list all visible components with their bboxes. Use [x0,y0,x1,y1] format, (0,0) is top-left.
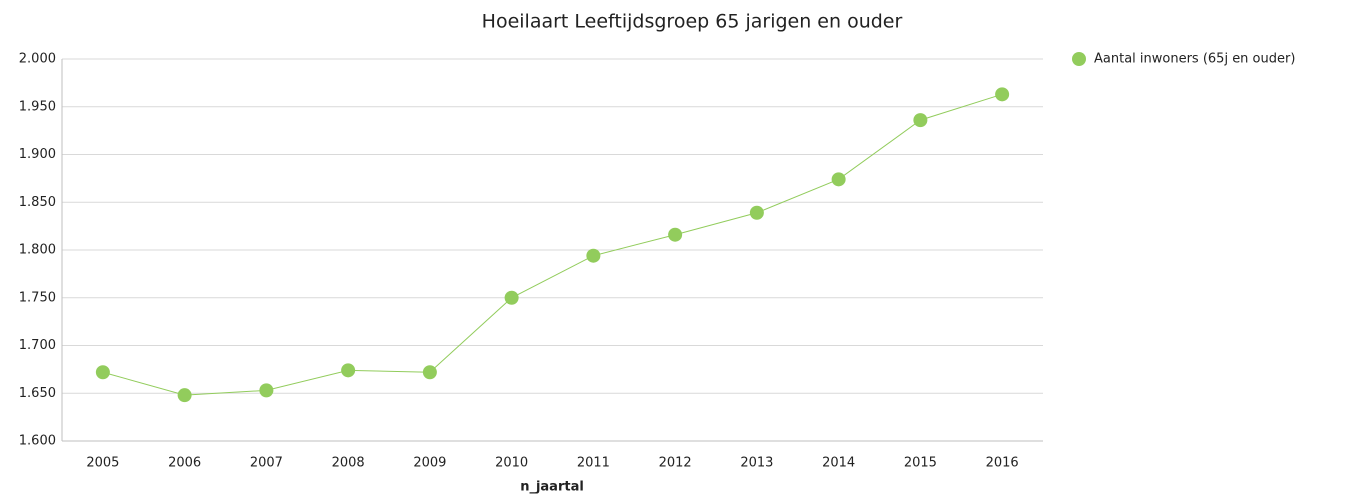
data-point [422,365,437,380]
y-tick-label: 1.850 [19,195,56,210]
data-point [831,172,846,187]
data-point [586,248,601,263]
x-tick-label: 2010 [495,456,528,471]
data-point [995,87,1010,102]
x-tick-label: 2014 [822,456,855,471]
y-tick-label: 1.750 [19,290,56,305]
x-tick-label: 2013 [740,456,773,471]
data-point [913,113,928,128]
x-tick-label: 2012 [659,456,692,471]
x-tick-label: 2011 [577,456,610,471]
x-tick-label: 2007 [250,456,283,471]
x-tick-label: 2006 [168,456,201,471]
x-tick-label: 2009 [413,456,446,471]
y-tick-label: 2.000 [19,52,56,67]
y-tick-label: 1.950 [19,99,56,114]
y-tick-label: 1.700 [19,338,56,353]
data-point [749,205,764,220]
legend-label: Aantal inwoners (65j en ouder) [1094,52,1295,67]
x-tick-label: 2015 [904,456,937,471]
legend-marker [1072,52,1086,66]
y-tick-label: 1.800 [19,243,56,258]
data-point [259,383,274,398]
y-tick-label: 1.600 [19,434,56,449]
data-point [177,388,192,403]
x-tick-label: 2005 [86,456,119,471]
data-point [341,363,356,378]
y-tick-label: 1.900 [19,147,56,162]
x-tick-label: 2016 [986,456,1019,471]
x-axis-label: n_jaartal [520,480,584,495]
data-point [504,290,519,305]
data-point [95,365,110,380]
chart-title: Hoeilaart Leeftijdsgroep 65 jarigen en o… [482,11,903,33]
series-line [102,93,1003,396]
data-point [668,227,683,242]
x-tick-label: 2008 [332,456,365,471]
y-tick-label: 1.650 [19,386,56,401]
